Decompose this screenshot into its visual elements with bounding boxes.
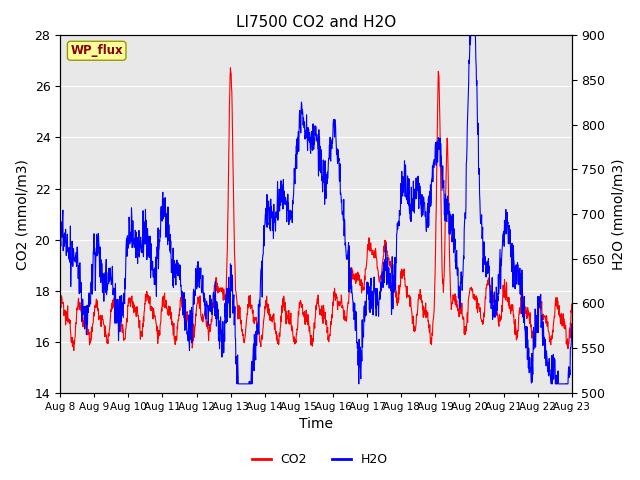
Y-axis label: CO2 (mmol/m3): CO2 (mmol/m3)	[15, 158, 29, 269]
Legend: CO2, H2O: CO2, H2O	[247, 448, 393, 471]
Text: WP_flux: WP_flux	[70, 44, 123, 57]
Title: LI7500 CO2 and H2O: LI7500 CO2 and H2O	[236, 15, 396, 30]
Y-axis label: H2O (mmol/m3): H2O (mmol/m3)	[611, 158, 625, 270]
X-axis label: Time: Time	[299, 418, 333, 432]
